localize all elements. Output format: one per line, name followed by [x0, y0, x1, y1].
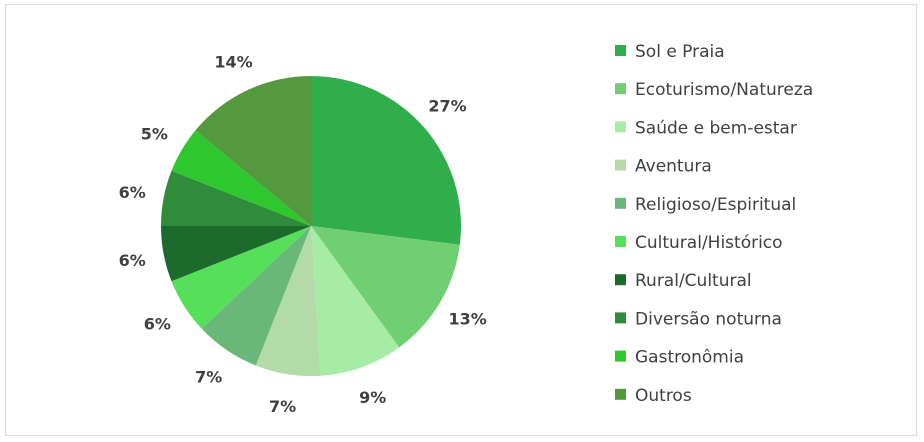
data-label-7: 6%: [119, 251, 146, 270]
data-label-6: 6%: [144, 315, 171, 334]
legend: Sol e Praia Ecoturismo/Natureza Saúde e be…: [615, 42, 813, 406]
data-label-9: 5%: [141, 124, 168, 143]
pie-slice-7: [161, 226, 311, 282]
legend-label-3: Saúde e bem-estar: [635, 118, 797, 138]
legend-label-6: Cultural/Histórico: [635, 233, 783, 253]
legend-label-8: Diversão noturna: [635, 309, 782, 329]
pie-slice-9: [171, 130, 311, 226]
legend-label-7: Rural/Cultural: [635, 271, 752, 291]
legend-swatch-1: [615, 45, 626, 56]
legend-swatch-2: [615, 83, 626, 95]
data-label-4: 7%: [269, 397, 296, 416]
legend-swatch-7: [615, 274, 626, 286]
chart-frame: [5, 4, 917, 436]
data-label-5: 7%: [195, 368, 222, 387]
data-label-1: 27%: [428, 97, 466, 116]
legend-label-4: Aventura: [635, 157, 712, 177]
pie-slice-8: [161, 170, 311, 226]
legend-label-2: Ecoturismo/Natureza: [635, 80, 813, 100]
data-label-2: 13%: [449, 310, 487, 329]
legend-swatch-10: [615, 388, 626, 400]
pie-slice-4: [255, 226, 321, 376]
pie-data-labels: 27% 13% 9% 7% 7% 6% 6% 6% 5% 14%: [119, 52, 487, 415]
legend-swatch-4: [615, 159, 626, 171]
data-label-3: 9%: [359, 388, 386, 407]
pie-slices: [161, 76, 461, 376]
pie-slice-5: [201, 226, 311, 366]
legend-label-10: Outros: [635, 386, 692, 406]
legend-label-1: Sol e Praia: [635, 42, 725, 62]
legend-swatch-5: [615, 197, 626, 209]
legend-label-5: Religioso/Espiritual: [635, 195, 796, 215]
pie-slice-10: [195, 76, 311, 226]
pie-slice-1: [311, 76, 461, 245]
pie-slice-2: [311, 226, 460, 348]
data-label-8: 6%: [119, 183, 146, 202]
legend-swatch-3: [615, 121, 626, 133]
legend-swatch-8: [615, 312, 626, 324]
legend-swatch-9: [615, 350, 626, 362]
legend-label-9: Gastronômia: [635, 348, 744, 368]
data-label-10: 14%: [214, 52, 252, 71]
pie-slice-6: [171, 226, 311, 329]
legend-swatch-6: [615, 236, 626, 247]
pie-slice-3: [311, 226, 400, 376]
